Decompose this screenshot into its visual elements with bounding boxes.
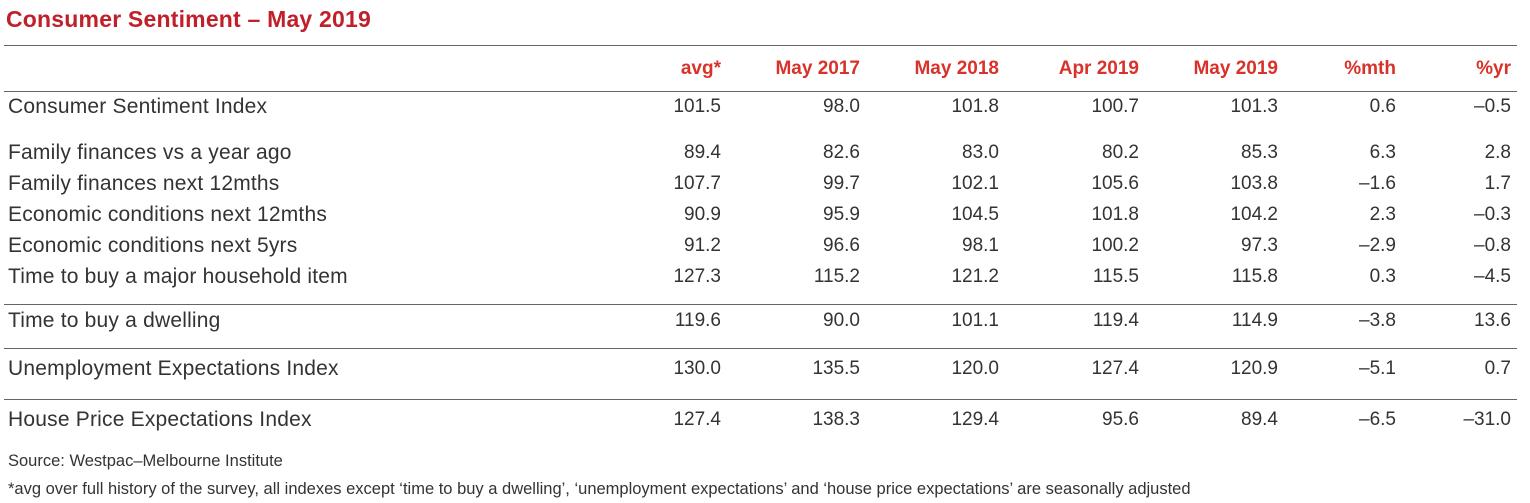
- row-label: House Price Expectations Index: [8, 408, 312, 431]
- footnote: *avg over full history of the survey, al…: [8, 480, 1191, 498]
- row-label: Family finances vs a year ago: [8, 141, 292, 164]
- header-rule: [4, 91, 1517, 92]
- cell-may-2019: 103.8: [1230, 173, 1278, 194]
- cell-pct-yr: 2.8: [1484, 142, 1511, 163]
- cell-pct-yr: 1.7: [1484, 173, 1511, 194]
- cell-may-2018: 83.0: [962, 142, 999, 163]
- col-header-pct-mth: %mth: [1344, 58, 1396, 79]
- cell-may-2017: 90.0: [823, 310, 860, 331]
- cell-may-2019: 120.9: [1230, 358, 1278, 379]
- table-row: Unemployment Expectations Index 130.0 13…: [0, 357, 1530, 387]
- cell-may-2017: 115.2: [813, 266, 860, 287]
- table-row: House Price Expectations Index 127.4 138…: [0, 408, 1530, 438]
- cell-apr-2019: 115.5: [1092, 266, 1139, 287]
- cell-pct-mth: 0.3: [1369, 266, 1396, 287]
- table-row: Economic conditions next 12mths 90.9 95.…: [0, 203, 1530, 233]
- section-rule: [4, 304, 1517, 305]
- cell-pct-mth: –6.5: [1359, 409, 1396, 430]
- cell-pct-yr: –0.8: [1474, 235, 1511, 256]
- cell-pct-yr: –31.0: [1463, 409, 1511, 430]
- cell-pct-yr: 0.7: [1484, 358, 1511, 379]
- cell-may-2017: 135.5: [812, 358, 860, 379]
- cell-may-2019: 89.4: [1241, 409, 1278, 430]
- cell-may-2019: 104.2: [1230, 204, 1278, 225]
- cell-pct-mth: 6.3: [1369, 142, 1396, 163]
- cell-apr-2019: 95.6: [1102, 409, 1139, 430]
- cell-pct-mth: –3.8: [1359, 310, 1396, 331]
- cell-may-2017: 99.7: [823, 173, 860, 194]
- row-label: Unemployment Expectations Index: [8, 357, 339, 380]
- table-title: Consumer Sentiment – May 2019: [6, 6, 371, 32]
- table-row: Time to buy a major household item 127.3…: [0, 265, 1530, 295]
- cell-may-2019: 101.3: [1230, 96, 1278, 117]
- cell-may-2017: 95.9: [823, 204, 860, 225]
- col-header-pct-yr: %yr: [1476, 58, 1511, 79]
- cell-pct-yr: 13.6: [1474, 310, 1511, 331]
- cell-avg: 91.2: [684, 235, 721, 256]
- cell-may-2018: 98.1: [962, 235, 999, 256]
- cell-may-2019: 97.3: [1241, 235, 1278, 256]
- row-label: Economic conditions next 5yrs: [8, 234, 298, 257]
- section-rule: [4, 348, 1517, 349]
- row-label: Economic conditions next 12mths: [8, 203, 328, 226]
- cell-may-2018: 121.2: [951, 266, 999, 287]
- cell-apr-2019: 101.8: [1091, 204, 1139, 225]
- cell-may-2018: 129.4: [951, 409, 999, 430]
- cell-avg: 127.4: [673, 409, 721, 430]
- cell-apr-2019: 127.4: [1091, 358, 1139, 379]
- cell-pct-mth: –5.1: [1359, 358, 1396, 379]
- col-header-avg: avg*: [680, 58, 721, 79]
- cell-apr-2019: 80.2: [1102, 142, 1139, 163]
- table-row: Consumer Sentiment Index 101.5 98.0 101.…: [0, 95, 1530, 125]
- row-label: Consumer Sentiment Index: [8, 95, 268, 118]
- cell-may-2018: 120.0: [951, 358, 999, 379]
- cell-may-2017: 138.3: [812, 409, 860, 430]
- cell-avg: 89.4: [684, 142, 721, 163]
- cell-apr-2019: 100.7: [1091, 96, 1139, 117]
- col-header-may-2017: May 2017: [775, 58, 860, 79]
- cell-may-2018: 104.5: [951, 204, 999, 225]
- cell-may-2017: 96.6: [823, 235, 860, 256]
- cell-may-2018: 101.1: [951, 310, 999, 331]
- cell-pct-yr: –0.3: [1474, 204, 1511, 225]
- cell-apr-2019: 119.4: [1092, 310, 1139, 331]
- cell-pct-mth: 0.6: [1369, 96, 1396, 117]
- cell-pct-yr: –0.5: [1474, 96, 1511, 117]
- cell-pct-mth: –1.6: [1359, 173, 1396, 194]
- cell-may-2017: 98.0: [823, 96, 860, 117]
- row-label: Family finances next 12mths: [8, 172, 280, 195]
- top-rule: [4, 45, 1517, 46]
- cell-avg: 127.3: [673, 266, 721, 287]
- row-label: Time to buy a dwelling: [8, 309, 221, 332]
- col-header-may-2019: May 2019: [1193, 58, 1278, 79]
- cell-avg: 90.9: [684, 204, 721, 225]
- cell-pct-mth: –2.9: [1359, 235, 1396, 256]
- cell-avg: 119.6: [674, 310, 721, 331]
- table-row: Economic conditions next 5yrs 91.2 96.6 …: [0, 234, 1530, 264]
- cell-may-2018: 101.8: [951, 96, 999, 117]
- cell-avg: 130.0: [673, 358, 721, 379]
- cell-may-2017: 82.6: [823, 142, 860, 163]
- cell-pct-yr: –4.5: [1474, 266, 1511, 287]
- source-note: Source: Westpac–Melbourne Institute: [8, 452, 283, 470]
- cell-may-2019: 115.8: [1231, 266, 1278, 287]
- cell-apr-2019: 105.6: [1091, 173, 1139, 194]
- table-row: Family finances vs a year ago 89.4 82.6 …: [0, 141, 1530, 171]
- col-header-may-2018: May 2018: [914, 58, 999, 79]
- cell-may-2019: 114.9: [1231, 310, 1278, 331]
- cell-avg: 101.5: [673, 96, 721, 117]
- cell-may-2019: 85.3: [1241, 142, 1278, 163]
- cell-may-2018: 102.1: [951, 173, 999, 194]
- cell-pct-mth: 2.3: [1369, 204, 1396, 225]
- table-row: Family finances next 12mths 107.7 99.7 1…: [0, 172, 1530, 202]
- row-label: Time to buy a major household item: [8, 265, 348, 288]
- table-row: Time to buy a dwelling 119.6 90.0 101.1 …: [0, 309, 1530, 339]
- cell-avg: 107.7: [673, 173, 721, 194]
- col-header-apr-2019: Apr 2019: [1058, 58, 1139, 79]
- section-rule: [4, 399, 1517, 400]
- cell-apr-2019: 100.2: [1091, 235, 1139, 256]
